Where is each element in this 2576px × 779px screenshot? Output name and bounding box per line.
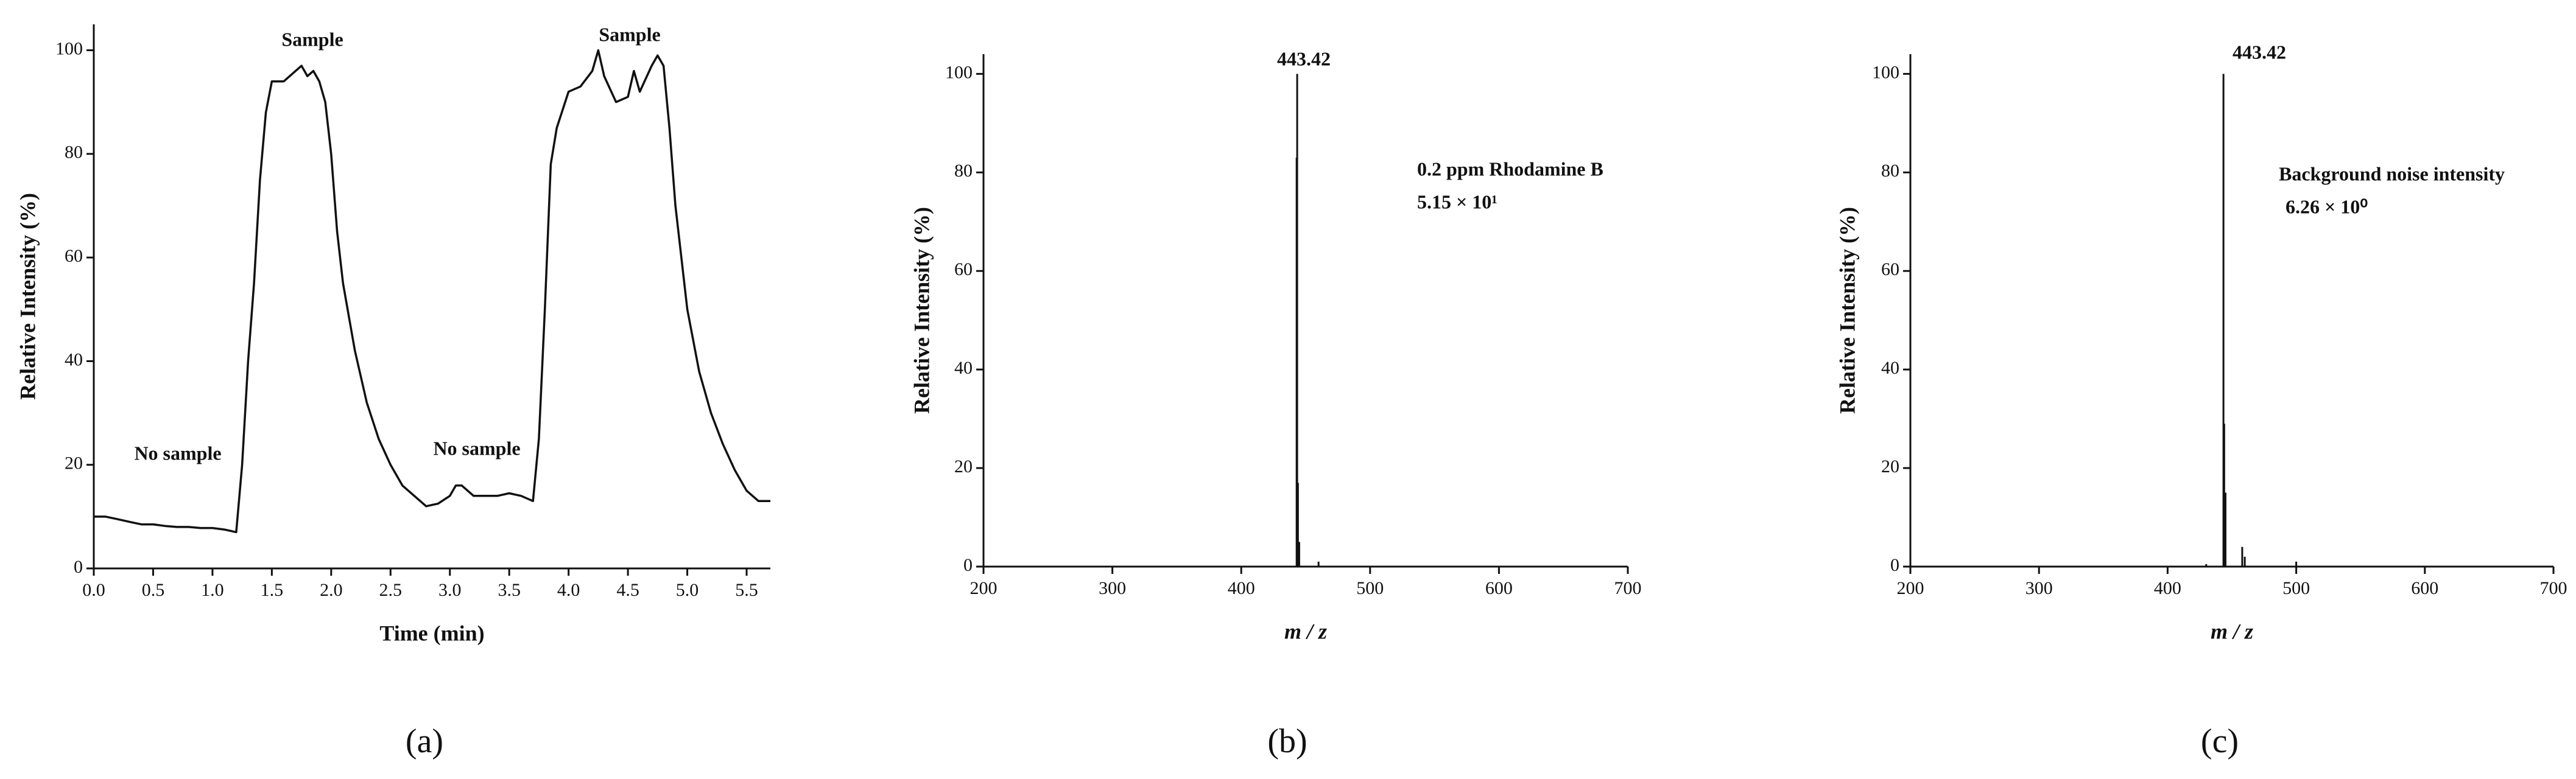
- x-axis-label: m / z: [2211, 619, 2253, 643]
- annotation: No sample: [134, 442, 221, 464]
- x-tick-label: 2.5: [379, 580, 403, 600]
- y-tick-label: 60: [1881, 259, 1899, 279]
- panel-label: (a): [406, 722, 443, 760]
- y-tick-label: 60: [65, 246, 83, 266]
- y-tick-label: 100: [1872, 62, 1899, 82]
- y-tick-label: 60: [954, 259, 973, 279]
- x-tick-label: 200: [970, 578, 998, 598]
- x-tick-label: 5.5: [735, 580, 758, 600]
- x-tick-label: 1.0: [201, 580, 224, 600]
- x-tick-label: 700: [1614, 578, 1642, 598]
- x-tick-label: 500: [2282, 578, 2310, 598]
- x-tick-label: 0.0: [82, 580, 105, 600]
- annotation: Sample: [599, 23, 660, 45]
- x-tick-label: 500: [1356, 578, 1384, 598]
- x-tick-label: 300: [2025, 578, 2053, 598]
- annotation: Sample: [281, 28, 343, 50]
- x-tick-label: 600: [2411, 578, 2438, 598]
- y-tick-label: 20: [954, 456, 973, 477]
- x-tick-label: 400: [1228, 578, 1255, 598]
- y-tick-label: 80: [65, 142, 83, 162]
- x-tick-label: 3.0: [438, 580, 462, 600]
- y-tick-label: 40: [65, 349, 83, 369]
- panel-label: (c): [2201, 722, 2239, 760]
- y-tick-label: 0: [963, 555, 973, 575]
- x-tick-label: 700: [2540, 578, 2567, 598]
- annotation: 0.2 ppm Rhodamine B: [1417, 158, 1603, 180]
- y-tick-label: 80: [954, 161, 973, 181]
- y-axis-label: Relative Intensity (%): [15, 193, 40, 400]
- x-tick-label: 1.5: [261, 580, 284, 600]
- annotation: 443.42: [1277, 47, 1331, 69]
- x-tick-label: 300: [1099, 578, 1126, 598]
- y-axis-label: Relative Intensity (%): [909, 207, 934, 414]
- y-tick-label: 20: [65, 453, 83, 473]
- x-tick-label: 0.5: [142, 580, 165, 600]
- x-tick-label: 5.0: [676, 580, 699, 600]
- y-tick-label: 20: [1881, 456, 1899, 477]
- y-axis-label: Relative Intensity (%): [1835, 207, 1859, 414]
- annotation: No sample: [433, 437, 520, 459]
- y-tick-label: 40: [954, 358, 973, 378]
- y-tick-label: 100: [945, 62, 973, 82]
- x-tick-label: 4.5: [616, 580, 639, 600]
- x-tick-label: 200: [1897, 578, 1924, 598]
- y-tick-label: 100: [55, 38, 83, 58]
- x-tick-label: 2.0: [320, 580, 343, 600]
- data-line: [94, 49, 770, 534]
- y-tick-label: 80: [1881, 161, 1899, 181]
- x-tick-label: 400: [2154, 578, 2181, 598]
- x-axis-label: m / z: [1284, 619, 1327, 643]
- y-tick-label: 0: [1890, 555, 1899, 575]
- y-tick-label: 40: [1881, 358, 1899, 378]
- y-tick-label: 0: [74, 557, 83, 577]
- annotation: 6.26 × 10⁰: [2286, 195, 2368, 217]
- annotation: 443.42: [2233, 41, 2286, 63]
- annotation: Background noise intensity: [2279, 162, 2505, 184]
- x-tick-label: 3.5: [498, 580, 521, 600]
- x-tick-label: 4.0: [557, 580, 580, 600]
- panel-label: (b): [1267, 722, 1307, 760]
- x-tick-label: 600: [1485, 578, 1513, 598]
- annotation: 5.15 × 10¹: [1417, 190, 1497, 212]
- x-axis-label: Time (min): [379, 621, 484, 645]
